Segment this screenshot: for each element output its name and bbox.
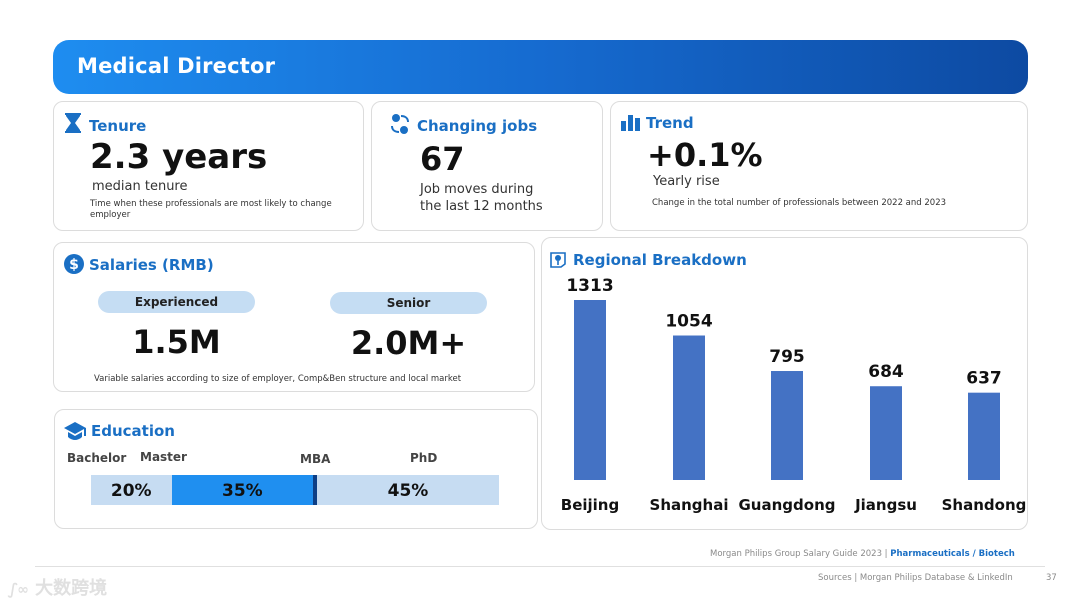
footer-source-guide: Morgan Philips Group Salary Guide 2023 |…: [710, 549, 1015, 559]
edu-label-phd: PhD: [410, 451, 438, 465]
watermark-logo: ഽ∞ 大数跨境: [8, 574, 107, 600]
education-value-bachelor: 20%: [110, 481, 152, 501]
value-label-shandong: 637: [966, 369, 1002, 389]
graduation-cap-icon: [64, 420, 86, 446]
tenure-note: Time when these professionals are most l…: [90, 199, 332, 220]
header-banner: Medical Director: [53, 40, 1028, 94]
bar-jiangsu: [870, 386, 902, 480]
category-label-guangdong: Guangdong: [739, 496, 836, 514]
bar-shandong: [968, 392, 1000, 480]
page-title: Medical Director: [77, 54, 276, 78]
bar-guangdong: [771, 371, 803, 480]
people-swap-icon: [390, 113, 410, 139]
senior-pill: Senior: [330, 292, 487, 314]
bar-chart-icon: [621, 113, 641, 135]
tenure-title: Tenure: [89, 117, 147, 135]
footer-sources: Sources | Morgan Philips Database & Link…: [818, 573, 1013, 583]
changing-jobs-sub-1: Job moves during: [420, 182, 534, 197]
changing-jobs-card: Changing jobs 67 Job moves during the la…: [371, 101, 603, 231]
category-label-shanghai: Shanghai: [650, 496, 729, 514]
page-number: 37: [1046, 573, 1057, 583]
regional-title: Regional Breakdown: [573, 251, 747, 269]
education-title: Education: [91, 422, 175, 440]
footer-source-guide-text: Morgan Philips Group Salary Guide 2023 |: [710, 549, 891, 559]
salaries-title: Salaries (RMB): [89, 256, 214, 274]
education-stacked-bar: 20%35%1%45%: [91, 475, 500, 505]
dollar-icon: $: [64, 254, 84, 278]
trend-note: Change in the total number of profession…: [652, 198, 947, 208]
svg-text:$: $: [69, 257, 79, 273]
bar-shanghai: [673, 335, 705, 480]
category-label-beijing: Beijing: [561, 496, 619, 514]
senior-value: 2.0M+: [350, 324, 467, 362]
value-label-shanghai: 1054: [665, 312, 712, 332]
trend-title: Trend: [646, 114, 694, 132]
map-pin-icon: [548, 250, 568, 274]
value-label-guangdong: 795: [769, 347, 805, 367]
tenure-card: Tenure 2.3 years median tenure Time when…: [53, 101, 364, 231]
regional-card: Regional Breakdown 1313 Beijing 1054 Shangh…: [541, 237, 1028, 530]
education-segment-master: [171, 475, 314, 505]
trend-sub: Yearly rise: [653, 174, 720, 189]
changing-jobs-sub-2: the last 12 months: [420, 199, 543, 214]
category-label-shandong: Shandong: [942, 496, 1027, 514]
watermark-mark-icon: ഽ∞: [8, 582, 29, 598]
tenure-value: 2.3 years: [90, 137, 268, 177]
value-label-beijing: 1313: [566, 276, 613, 296]
edu-label-bachelor: Bachelor: [67, 451, 127, 465]
footer-source-guide-sector: Pharmaceuticals / Biotech: [890, 549, 1015, 559]
salaries-card: $ Salaries (RMB) Experienced 1.5M Senior…: [53, 242, 535, 392]
education-value-phd: 45%: [387, 481, 429, 501]
education-value-master: 35%: [222, 481, 263, 501]
changing-jobs-value: 67: [420, 140, 465, 178]
tenure-sub: median tenure: [92, 179, 188, 194]
regional-bar-chart: 1313 Beijing 1054 Shanghai 795 Guangdong 684 Ji…: [561, 276, 1027, 514]
experienced-value: 1.5M: [132, 323, 221, 361]
footer-divider: [35, 566, 1045, 567]
education-segment-bachelor: [91, 475, 172, 505]
watermark-text: 大数跨境: [35, 578, 108, 599]
trend-card: Trend +0.1% Yearly rise Change in the to…: [610, 101, 1028, 231]
bar-beijing: [574, 300, 606, 480]
experienced-pill: Experienced: [98, 291, 255, 313]
education-card: Education Bachelor Master MBA PhD 20% 35%…: [54, 409, 538, 529]
trend-value: +0.1%: [647, 136, 763, 174]
category-label-jiangsu: Jiangsu: [854, 496, 917, 514]
edu-label-master: Master: [140, 450, 187, 464]
value-label-jiangsu: 684: [868, 362, 904, 382]
salaries-note: Variable salaries according to size of e…: [94, 374, 462, 384]
education-segment-phd: [317, 475, 500, 505]
hourglass-icon: [65, 113, 81, 137]
education-segment-mba: [313, 475, 318, 505]
changing-jobs-title: Changing jobs: [417, 117, 538, 135]
edu-label-mba: MBA: [300, 452, 331, 466]
